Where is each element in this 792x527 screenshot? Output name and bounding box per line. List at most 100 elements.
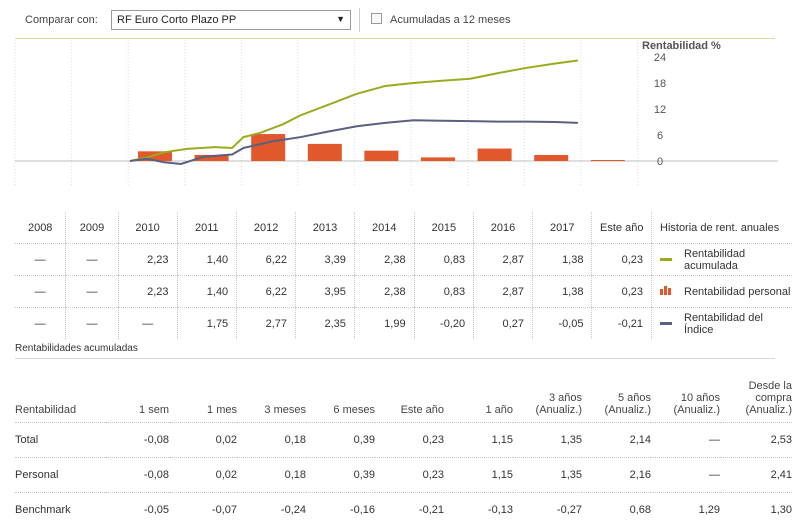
annual-value: 0,27 xyxy=(474,308,533,340)
accumulate-label[interactable]: Acumuladas a 12 meses xyxy=(390,14,510,26)
legend-item: Rentabilidad del Índice xyxy=(652,308,792,340)
compare-label: Comparar con: xyxy=(25,14,98,26)
year-header: 2011 xyxy=(177,212,237,244)
year-header: 2016 xyxy=(474,212,533,244)
chevron-down-icon: ▼ xyxy=(336,14,345,24)
annual-value: 2,38 xyxy=(354,244,414,276)
year-header: Este año xyxy=(592,212,652,244)
column-header: 10 años (Anualiz.) xyxy=(651,368,720,423)
annual-value: -0,20 xyxy=(414,308,474,340)
cell-value: 0,02 xyxy=(169,423,237,458)
compare-select[interactable]: RF Euro Corto Plazo PP ▼ xyxy=(111,10,351,30)
row-label: Personal xyxy=(15,458,105,493)
annual-value: -0,05 xyxy=(532,308,592,340)
cell-value: 2,53 xyxy=(720,423,792,458)
cell-value: 0,39 xyxy=(306,423,375,458)
y-tick-label: 12 xyxy=(654,104,666,116)
annual-value: 0,83 xyxy=(414,244,474,276)
y-tick-label: 18 xyxy=(654,78,666,90)
cell-value: 0,18 xyxy=(237,458,306,493)
row-label: Total xyxy=(15,423,105,458)
annual-value: 2,77 xyxy=(237,308,296,340)
bar xyxy=(421,157,455,161)
annual-value: 1,40 xyxy=(177,244,237,276)
column-header: Este año xyxy=(375,368,444,423)
column-header: 1 mes xyxy=(169,368,237,423)
year-header: 2012 xyxy=(237,212,296,244)
cell-value: — xyxy=(651,458,720,493)
cell-value: 1,15 xyxy=(444,423,513,458)
annual-value: 1,99 xyxy=(354,308,414,340)
returns-chart: 24 18 12 6 0 xyxy=(0,40,792,200)
annual-value: — xyxy=(15,276,66,308)
cell-value: 1,35 xyxy=(513,458,582,493)
legend-title: Historia de rent. anuales xyxy=(652,212,792,244)
annual-value: — xyxy=(118,308,177,340)
annual-value: — xyxy=(15,308,66,340)
annual-value: 3,39 xyxy=(296,244,355,276)
column-header: 1 sem xyxy=(105,368,169,423)
annual-value: 1,38 xyxy=(532,276,592,308)
y-tick-label: 24 xyxy=(654,52,666,64)
year-header: 2015 xyxy=(414,212,474,244)
annual-value: — xyxy=(15,244,66,276)
annual-value: — xyxy=(66,276,118,308)
cell-value: 0,39 xyxy=(306,458,375,493)
year-header: 2014 xyxy=(354,212,414,244)
cell-value: -0,08 xyxy=(105,458,169,493)
annual-value: 6,22 xyxy=(237,276,296,308)
annual-value: 6,22 xyxy=(237,244,296,276)
bar xyxy=(478,149,512,161)
annual-value: 2,38 xyxy=(354,276,414,308)
y-tick-label: 0 xyxy=(657,156,663,168)
annual-value: 1,38 xyxy=(532,244,592,276)
column-header: 1 año xyxy=(444,368,513,423)
cell-value: 2,16 xyxy=(582,458,651,493)
bar-chart-icon xyxy=(660,285,672,298)
year-header: 2010 xyxy=(118,212,177,244)
cell-value: 0,23 xyxy=(375,423,444,458)
y-tick-label: 6 xyxy=(657,130,663,142)
column-header: 5 años (Anualiz.) xyxy=(582,368,651,423)
column-header: 3 meses xyxy=(237,368,306,423)
cumulative-divider xyxy=(15,358,775,359)
header-divider xyxy=(15,38,775,39)
annual-value: 0,83 xyxy=(414,276,474,308)
annual-value: 1,40 xyxy=(177,276,237,308)
annual-value: 3,95 xyxy=(296,276,355,308)
annual-value: 0,23 xyxy=(592,276,652,308)
year-header: 2009 xyxy=(66,212,118,244)
bar xyxy=(364,151,398,161)
annual-value: — xyxy=(66,308,118,340)
year-header: 2013 xyxy=(296,212,355,244)
line-swatch-icon xyxy=(660,322,672,325)
legend-item: Rentabilidad personal xyxy=(652,276,792,308)
cell-value: 1,15 xyxy=(444,458,513,493)
bar xyxy=(591,160,625,161)
accumulate-checkbox[interactable] xyxy=(371,13,382,24)
bar xyxy=(251,134,285,161)
year-header: 2017 xyxy=(532,212,592,244)
annual-value: -0,21 xyxy=(592,308,652,340)
cell-value: 0,18 xyxy=(237,423,306,458)
column-header: Rentabilidad xyxy=(15,368,105,423)
year-header: 2008 xyxy=(15,212,66,244)
column-header: 3 años (Anualiz.) xyxy=(513,368,582,423)
annual-value: 2,87 xyxy=(474,244,533,276)
annual-value: 2,23 xyxy=(118,276,177,308)
annual-value: 0,23 xyxy=(592,244,652,276)
annual-value: 2,35 xyxy=(296,308,355,340)
annual-value: 2,87 xyxy=(474,276,533,308)
cell-value: — xyxy=(651,423,720,458)
line-swatch-icon xyxy=(660,258,672,261)
annual-value: 1,75 xyxy=(177,308,237,340)
cell-value: 1,35 xyxy=(513,423,582,458)
cell-value: -0,08 xyxy=(105,423,169,458)
column-header: 6 meses xyxy=(306,368,375,423)
annual-value: — xyxy=(66,244,118,276)
